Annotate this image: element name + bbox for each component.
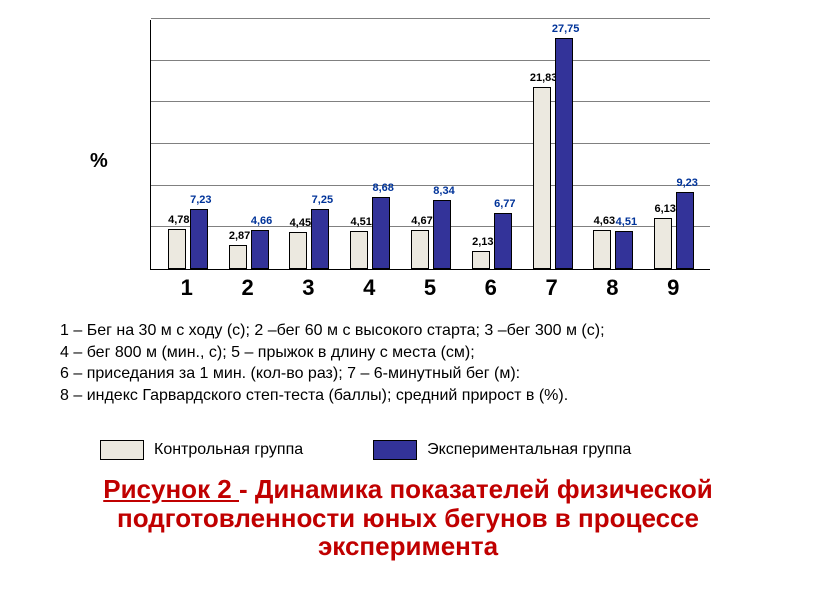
legend-swatch-control	[100, 440, 144, 460]
bar-experimental: 4,66	[251, 230, 269, 269]
bar-experimental: 27,75	[555, 38, 573, 269]
bar-value-label: 7,23	[181, 194, 221, 206]
bar-value-label: 4,66	[242, 215, 282, 227]
bar-group: 4,787,23	[164, 20, 212, 269]
bar-value-label: 27,75	[546, 23, 586, 35]
bar-group: 2,874,66	[225, 20, 273, 269]
x-tick-label: 2	[224, 275, 272, 301]
x-tick-label: 4	[345, 275, 393, 301]
bar-control: 4,45	[289, 232, 307, 269]
bar-experimental: 7,23	[190, 209, 208, 269]
bar-control: 2,87	[229, 245, 247, 269]
bar-experimental: 7,25	[311, 209, 329, 269]
x-tick-label: 5	[406, 275, 454, 301]
bar-value-label: 8,68	[363, 182, 403, 194]
bar-group: 21,8327,75	[529, 20, 577, 269]
x-tick-label: 6	[467, 275, 515, 301]
bar-group: 4,457,25	[285, 20, 333, 269]
caption-prefix: Рисунок 2	[103, 474, 239, 504]
bar-control: 6,13	[654, 218, 672, 269]
x-tick-label: 1	[163, 275, 211, 301]
legend-label-experimental: Экспериментальная группа	[427, 441, 631, 459]
bar-value-label: 4,51	[606, 216, 646, 228]
chart-notes: 1 – Бег на 30 м с ходу (с); 2 –бег 60 м …	[60, 320, 780, 406]
note-line-1: 1 – Бег на 30 м с ходу (с); 2 –бег 60 м …	[60, 320, 780, 342]
bar-group: 6,139,23	[650, 20, 698, 269]
x-tick-label: 7	[528, 275, 576, 301]
bar-value-label: 8,34	[424, 185, 464, 197]
bar-experimental: 9,23	[676, 192, 694, 269]
plot-area: 4,787,232,874,664,457,254,518,684,678,34…	[150, 20, 710, 270]
bar-control: 4,78	[168, 229, 186, 269]
y-axis-label: %	[90, 150, 108, 173]
grid-line	[151, 18, 710, 19]
note-line-3: 6 – приседания за 1 мин. (кол-во раз); 7…	[60, 363, 780, 385]
bar-experimental: 8,34	[433, 200, 451, 270]
note-line-4: 8 – индекс Гарвардского степ-теста (балл…	[60, 385, 780, 407]
bar-group: 2,136,77	[468, 20, 516, 269]
bar-group: 4,518,68	[346, 20, 394, 269]
bar-value-label: 7,25	[302, 194, 342, 206]
x-tick-label: 3	[284, 275, 332, 301]
bar-control: 4,51	[350, 231, 368, 269]
bar-experimental: 4,51	[615, 231, 633, 269]
bar-control: 4,67	[411, 230, 429, 269]
bar-chart: 4,787,232,874,664,457,254,518,684,678,34…	[150, 20, 710, 300]
bar-group: 4,678,34	[407, 20, 455, 269]
figure-caption: Рисунок 2 - Динамика показателей физичес…	[40, 475, 776, 561]
bar-experimental: 8,68	[372, 197, 390, 269]
legend-swatch-experimental	[373, 440, 417, 460]
bar-control: 4,63	[593, 230, 611, 269]
bar-control: 2,13	[472, 251, 490, 269]
bar-group: 4,634,51	[589, 20, 637, 269]
bar-control: 21,83	[533, 87, 551, 269]
x-tick-label: 8	[588, 275, 636, 301]
bar-experimental: 6,77	[494, 213, 512, 269]
legend-label-control: Контрольная группа	[154, 441, 303, 459]
bar-value-label: 9,23	[667, 177, 707, 189]
bar-value-label: 6,77	[485, 198, 525, 210]
x-tick-label: 9	[649, 275, 697, 301]
note-line-2: 4 – бег 800 м (мин., с); 5 – прыжок в дл…	[60, 342, 780, 364]
legend: Контрольная группа Экспериментальная гру…	[100, 440, 631, 460]
